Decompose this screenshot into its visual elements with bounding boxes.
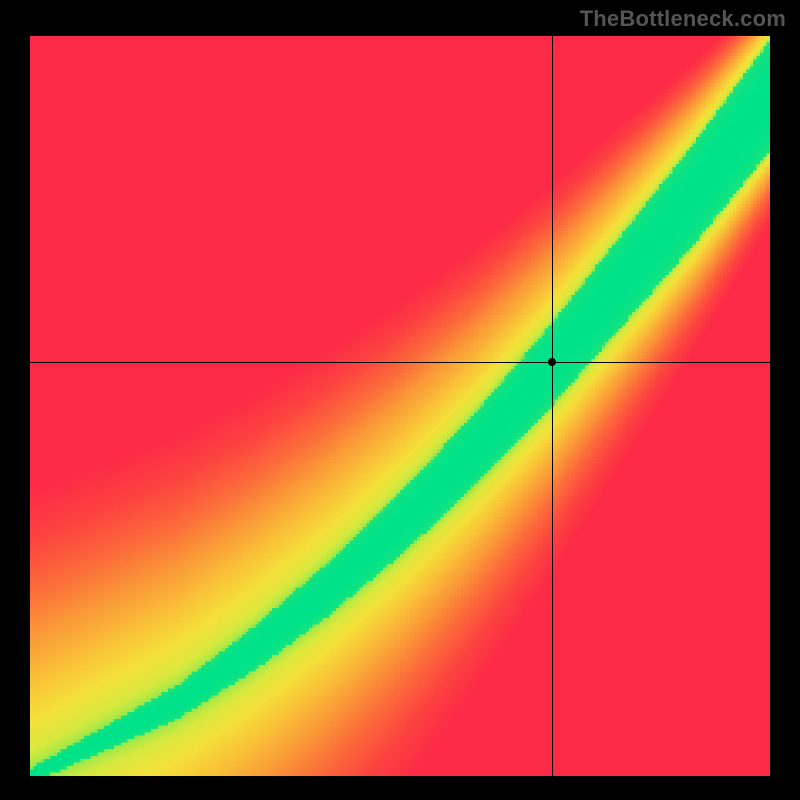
heatmap-canvas (30, 36, 770, 776)
plot-area (30, 36, 770, 776)
crosshair-marker (548, 358, 556, 366)
crosshair-vertical (552, 36, 553, 776)
watermark-text: TheBottleneck.com (580, 6, 786, 32)
crosshair-horizontal (30, 362, 770, 363)
figure: TheBottleneck.com (0, 0, 800, 800)
